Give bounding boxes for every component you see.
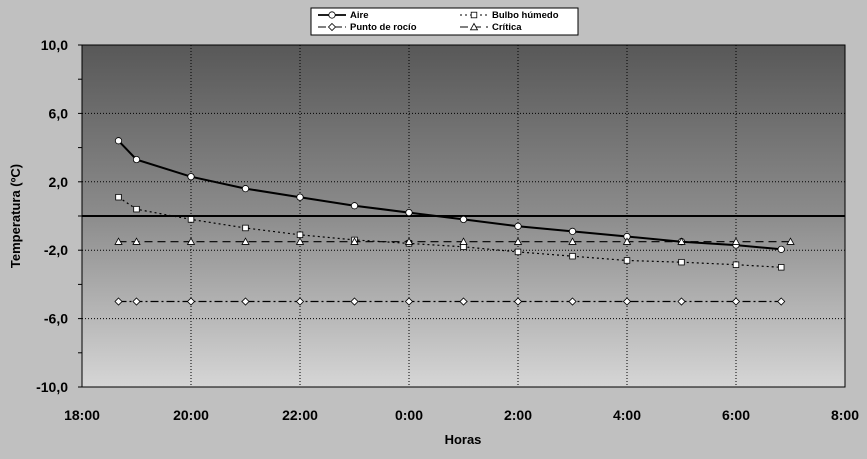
data-point <box>242 224 249 232</box>
data-point <box>350 237 359 245</box>
data-point <box>777 245 785 253</box>
y-tick-label: -6,0 <box>44 311 68 327</box>
data-point <box>295 297 305 306</box>
data-point <box>677 237 686 245</box>
x-tick-label: 0:00 <box>395 407 423 423</box>
data-point <box>568 237 577 245</box>
data-point <box>568 227 577 235</box>
data-point <box>778 264 785 271</box>
data-point <box>470 11 478 19</box>
data-point <box>514 222 522 230</box>
legend-label: Bulbo húmedo <box>492 10 559 21</box>
y-tick-label: -2,0 <box>44 242 68 258</box>
data-point <box>187 216 195 223</box>
y-tick-label: 2,0 <box>49 174 69 190</box>
legend-label: Punto de rocío <box>350 22 417 33</box>
data-point <box>404 297 414 306</box>
x-tick-label: 22:00 <box>282 407 318 423</box>
data-point <box>241 237 250 245</box>
data-point <box>350 297 359 306</box>
data-point <box>513 237 523 245</box>
data-point <box>623 257 631 264</box>
tick-labels: 18:00 20:00 22:00 0:00 2:00 4:00 6:00 8:00 10,0 6… <box>36 37 859 423</box>
data-point <box>187 173 195 181</box>
data-point <box>114 237 123 245</box>
data-point <box>241 185 250 193</box>
data-point <box>513 297 523 306</box>
x-axis-title: Horas <box>445 432 482 447</box>
data-point <box>786 237 795 245</box>
data-point <box>731 237 741 245</box>
x-tick-label: 4:00 <box>613 407 641 423</box>
x-tick-label: 8:00 <box>831 407 859 423</box>
data-point <box>678 258 685 266</box>
data-point <box>732 261 740 268</box>
series-line <box>118 196 782 268</box>
x-tick-label: 2:00 <box>504 407 532 423</box>
data-point <box>296 193 304 201</box>
y-tick-label: 10,0 <box>41 37 68 53</box>
data-point <box>568 297 577 306</box>
series-line <box>117 140 782 251</box>
data-point <box>350 202 359 210</box>
data-point <box>115 193 122 201</box>
data-point <box>469 22 479 31</box>
y-tick-label: 6,0 <box>49 105 69 121</box>
data-point <box>777 297 786 306</box>
data-point <box>514 248 522 256</box>
legend-label: Aire <box>350 10 368 21</box>
legend-box <box>310 7 579 36</box>
data-point <box>132 237 141 245</box>
y-axis-title: Temperatura (ºC) <box>8 164 23 268</box>
x-tick-label: 20:00 <box>173 407 209 423</box>
data-point <box>241 297 250 306</box>
data-point <box>186 297 196 306</box>
x-tick-label: 6:00 <box>722 407 750 423</box>
y-tick-label: -10,0 <box>36 379 68 395</box>
data-point <box>328 11 336 19</box>
data-point <box>622 297 632 306</box>
data-point <box>404 237 414 245</box>
series-group <box>114 137 795 306</box>
data-point <box>132 155 141 164</box>
data-point <box>114 297 123 306</box>
data-point <box>622 237 632 245</box>
data-point <box>295 237 305 245</box>
data-point <box>405 208 413 217</box>
data-point <box>186 237 196 245</box>
data-point <box>114 137 123 145</box>
data-point <box>731 297 741 306</box>
legend: Aire Bulbo húmedo Punto de rocío Crítica <box>310 7 579 36</box>
x-tick-label: 18:00 <box>64 407 100 423</box>
data-point <box>569 252 576 260</box>
data-point <box>132 297 141 306</box>
data-point <box>296 231 304 239</box>
data-point <box>459 297 468 306</box>
data-point <box>677 297 686 306</box>
legend-label: Crítica <box>492 22 522 33</box>
data-point <box>459 215 468 224</box>
data-point <box>133 205 140 213</box>
data-point <box>459 237 468 245</box>
data-point <box>327 22 337 32</box>
